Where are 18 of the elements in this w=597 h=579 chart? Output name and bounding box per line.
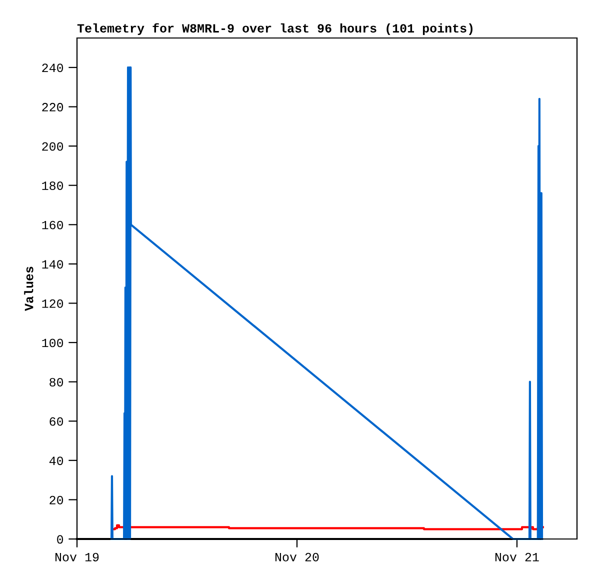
y-tick-label: 200 [42,142,64,151]
chart-title: Telemetry for W8MRL-9 over last 96 hours (101 points) [77,23,472,36]
y-tick-label: 80 [50,378,64,386]
y-tick-label: 60 [50,417,64,426]
y-tick-label: 240 [42,64,64,72]
y-tick-label: 160 [42,220,64,230]
y-tick-label: 0 [57,535,64,544]
y-tick-label: 100 [42,338,64,348]
y-tick-label: 20 [50,496,64,504]
x-tick-label: Nov 20 [275,552,319,562]
x-tick-label: Nov 19 [55,552,99,562]
y-tick-label: 180 [42,182,64,190]
y-tick-label: 220 [42,102,64,112]
y-tick-label: 120 [42,299,64,308]
y-tick-label: 40 [49,456,64,466]
x-tick-label: Nov 21 [495,552,539,562]
y-axis-title: Values [24,266,34,311]
y-tick-label: 140 [42,260,64,269]
